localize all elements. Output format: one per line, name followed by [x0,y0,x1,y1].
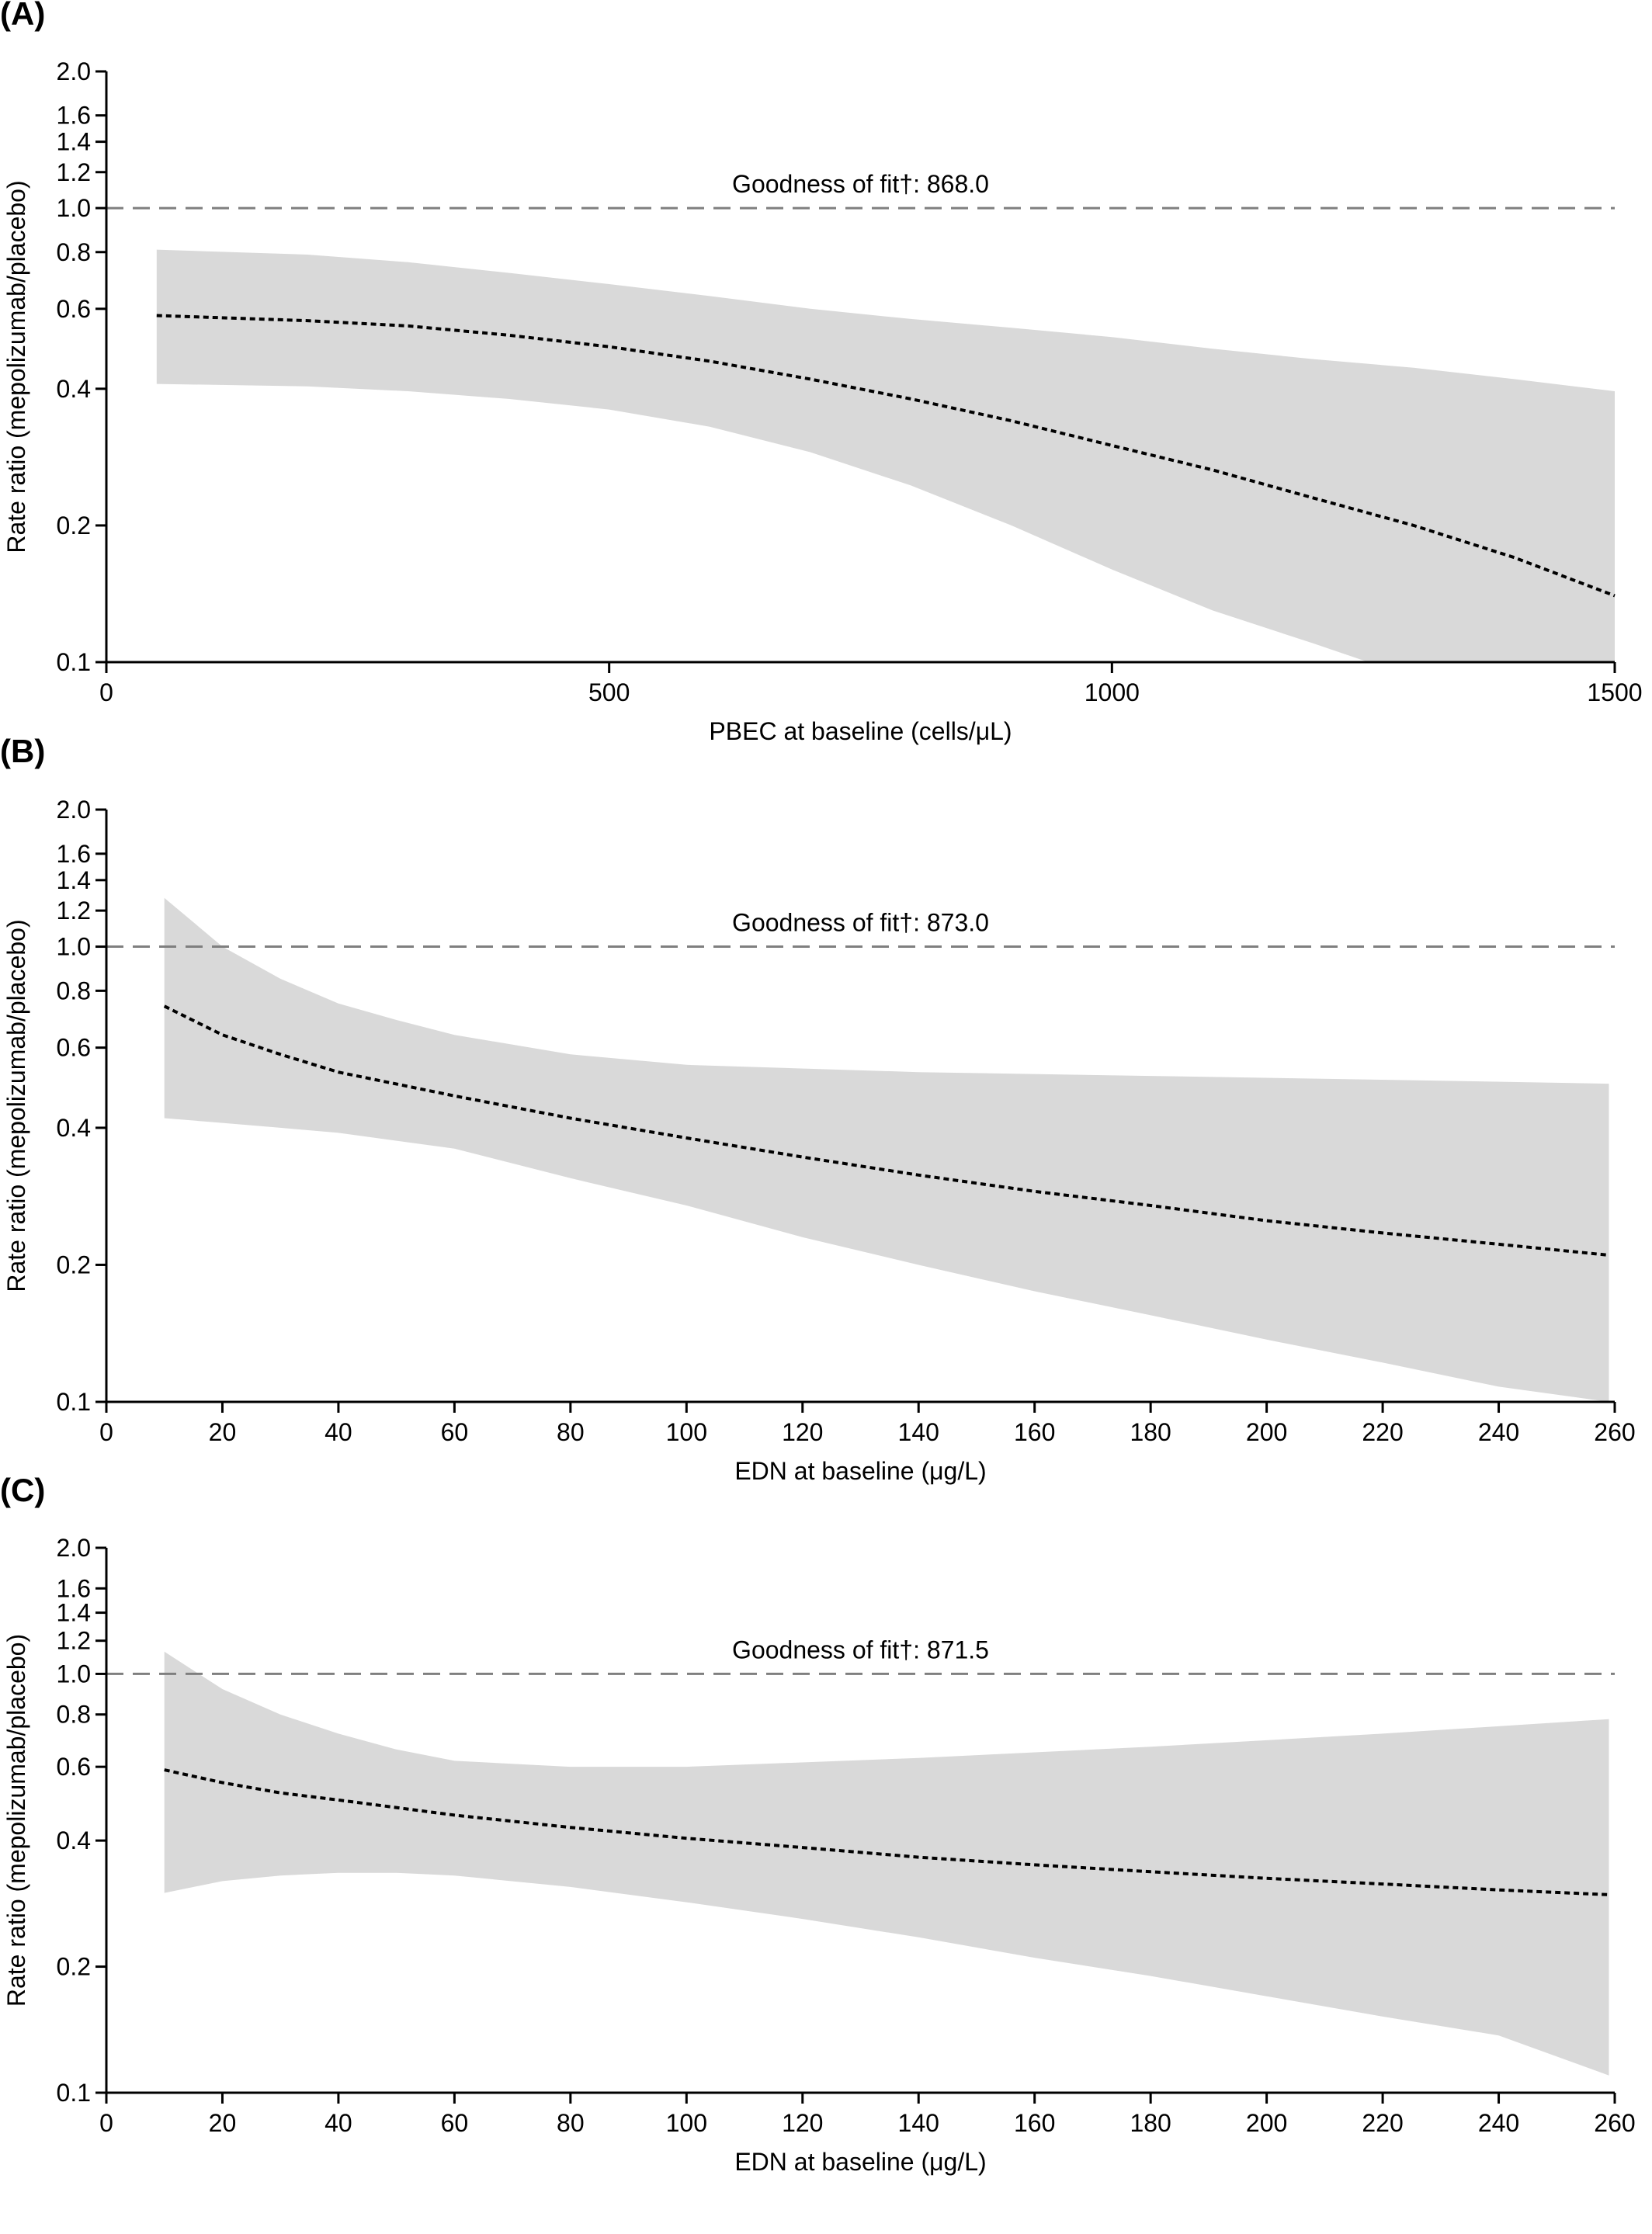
x-tick-label: 20 [209,2109,237,2137]
y-tick-label: 0.8 [57,238,91,266]
x-axis-label: EDN at baseline (μg/L) [734,2148,986,2176]
goodness-of-fit-annotation: Goodness of fit†: 873.0 [732,909,989,937]
y-tick-label: 0.4 [57,375,91,403]
estimate-line [164,1768,1609,1896]
y-tick-label: 0.6 [57,295,91,323]
y-tick-label: 0.4 [57,1826,91,1854]
estimate-line [156,314,1616,598]
y-tick-label: 0.2 [57,1953,91,1981]
x-tick-label: 1000 [1085,678,1140,706]
ci-band [164,1651,1609,2076]
x-tick-label: 60 [441,1418,469,1446]
y-tick-label: 1.2 [57,897,91,924]
y-tick-label: 0.6 [57,1034,91,1062]
y-tick-label: 0.1 [57,648,91,676]
goodness-of-fit-annotation: Goodness of fit†: 868.0 [732,170,989,198]
y-tick-label: 1.0 [57,194,91,222]
x-tick-label: 200 [1246,1418,1287,1446]
x-tick-label: 140 [898,2109,939,2137]
y-axis-label: Rate ratio (mepolizumab/placebo) [2,180,30,553]
y-tick-label: 1.6 [57,102,91,130]
y-tick-label: 2.0 [57,57,91,85]
x-tick-label: 200 [1246,2109,1287,2137]
y-tick-label: 1.0 [57,933,91,961]
x-tick-label: 160 [1014,2109,1055,2137]
x-tick-label: 260 [1594,1418,1635,1446]
x-axis-label: PBEC at baseline (cells/μL) [709,717,1012,745]
y-tick-label: 1.4 [57,1599,91,1627]
x-tick-label: 40 [324,2109,352,2137]
y-tick-label: 0.2 [57,512,91,539]
x-tick-label: 180 [1130,1418,1171,1446]
ci-band [156,249,1615,663]
y-tick-label: 1.2 [57,1627,91,1655]
y-tick-label: 0.4 [57,1114,91,1142]
goodness-of-fit-annotation: Goodness of fit†: 871.5 [732,1636,989,1663]
y-tick-label: 1.4 [57,866,91,894]
x-tick-label: 1500 [1587,678,1642,706]
panel-label-c: (C) [0,1472,46,1508]
x-tick-label: 80 [557,2109,585,2137]
panel-label-b: (B) [0,733,46,769]
x-tick-label: 40 [324,1418,352,1446]
y-axis-label: Rate ratio (mepolizumab/placebo) [2,1634,30,2007]
x-tick-label: 100 [666,2109,707,2137]
estimate-line [163,1004,1609,1257]
chart-panel-3: 0.1 0.2 0.4 0.6 0.8 1.0 1.21.41.6 2.0 0 20 40 60 80 1… [2,1534,1636,2176]
x-tick-label: 120 [782,1418,823,1446]
x-tick-label: 0 [99,678,113,706]
y-tick-label: 1.2 [57,158,91,186]
x-tick-label: 260 [1594,2109,1635,2137]
x-tick-label: 80 [557,1418,585,1446]
y-tick-label: 0.1 [57,2079,91,2107]
x-tick-label: 60 [441,2109,469,2137]
y-tick-label: 2.0 [57,1534,91,1562]
x-tick-label: 0 [99,2109,113,2137]
y-axis-label: Rate ratio (mepolizumab/placebo) [2,919,30,1292]
y-tick-label: 2.0 [57,796,91,824]
y-tick-label: 1.4 [57,128,91,156]
panel-label-a: (A) [0,0,46,32]
x-tick-label: 500 [588,678,630,706]
y-tick-label: 1.0 [57,1660,91,1688]
x-tick-label: 240 [1478,1418,1519,1446]
y-tick-label: 0.8 [57,977,91,1004]
x-tick-label: 160 [1014,1418,1055,1446]
y-tick-label: 1.6 [57,840,91,868]
chart-panel-2: 0.1 0.2 0.4 0.6 0.8 1.0 1.2 1.41.6 2.0 0 20 40 60 80 1… [2,796,1636,1485]
x-tick-label: 180 [1130,2109,1171,2137]
y-tick-label: 1.6 [57,1574,91,1602]
y-tick-label: 0.2 [57,1251,91,1278]
y-tick-label: 0.6 [57,1753,91,1781]
y-tick-label: 0.1 [57,1388,91,1416]
y-tick-label: 0.8 [57,1701,91,1729]
chart-panel-1: 0.1 0.2 0.4 0.6 0.8 1.0 1.21.41.6 2.0 0 500 1000 15… [2,57,1643,745]
x-tick-label: 0 [99,1418,113,1446]
x-tick-label: 20 [209,1418,237,1446]
x-tick-label: 120 [782,2109,823,2137]
x-tick-label: 140 [898,1418,939,1446]
ci-band [164,897,1609,1402]
x-axis-label: EDN at baseline (μg/L) [734,1457,986,1485]
x-tick-label: 220 [1362,1418,1403,1446]
x-tick-label: 100 [666,1418,707,1446]
x-tick-label: 220 [1362,2109,1403,2137]
x-tick-label: 240 [1478,2109,1519,2137]
